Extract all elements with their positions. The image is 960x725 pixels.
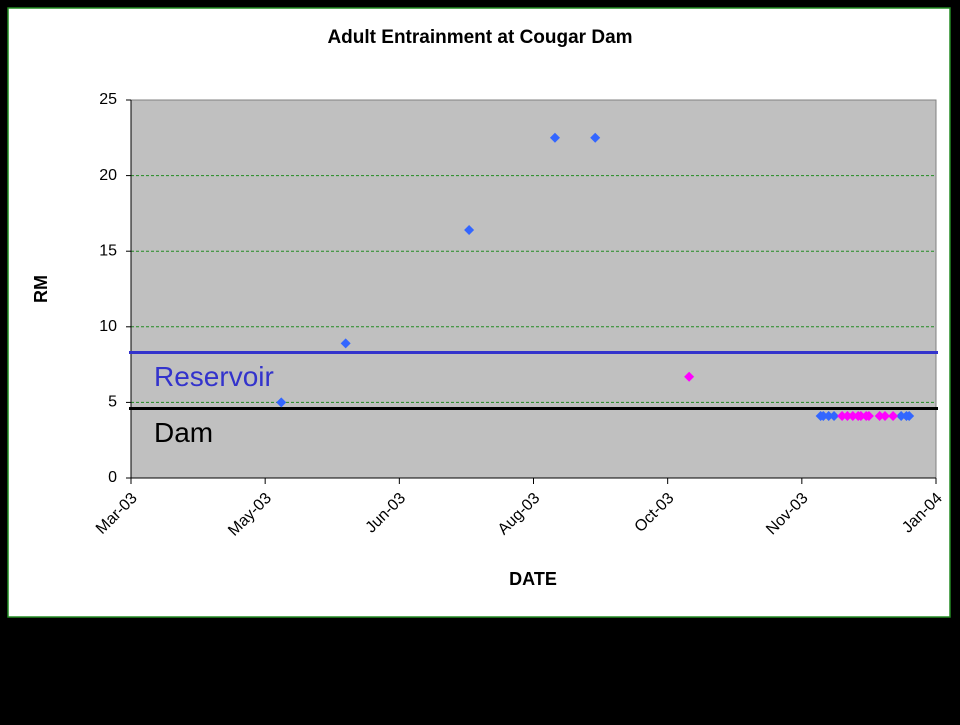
y-tick-label: 5 bbox=[108, 394, 117, 411]
y-tick-label: 10 bbox=[99, 318, 117, 335]
data-point bbox=[549, 132, 560, 143]
reference-label: Reservoir bbox=[154, 361, 274, 392]
x-axis-label: DATE bbox=[509, 569, 557, 589]
plot-area bbox=[130, 99, 937, 479]
data-point bbox=[684, 371, 695, 382]
data-point bbox=[863, 411, 874, 422]
data-point bbox=[340, 338, 351, 349]
data-point bbox=[842, 411, 853, 422]
data-point bbox=[818, 411, 829, 422]
y-tick-label: 0 bbox=[108, 469, 117, 486]
data-point bbox=[880, 411, 891, 422]
data-point bbox=[888, 411, 899, 422]
data-point bbox=[276, 397, 287, 408]
data-point bbox=[874, 411, 885, 422]
chart-title: Adult Entrainment at Cougar Dam bbox=[327, 27, 632, 48]
y-tick-label: 15 bbox=[99, 242, 117, 259]
data-point bbox=[464, 225, 475, 236]
y-tick-label: 20 bbox=[99, 167, 117, 184]
data-point bbox=[823, 411, 834, 422]
data-point bbox=[896, 411, 907, 422]
data-point bbox=[847, 411, 858, 422]
reference-label: Dam bbox=[154, 417, 213, 448]
data-point bbox=[590, 132, 601, 143]
data-point bbox=[904, 411, 915, 422]
data-point bbox=[837, 411, 848, 422]
y-axis-label: RM bbox=[31, 275, 51, 303]
data-point bbox=[855, 411, 866, 422]
data-point bbox=[829, 411, 840, 422]
y-tick-label: 25 bbox=[99, 91, 117, 108]
